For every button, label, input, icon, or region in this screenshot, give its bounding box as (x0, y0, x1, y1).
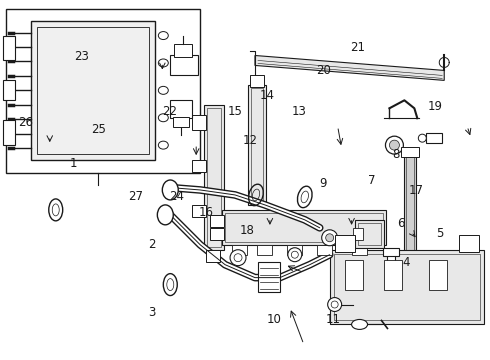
Text: 1: 1 (70, 157, 77, 170)
Bar (250, 75, 264, 87)
Text: 24: 24 (169, 190, 184, 203)
Ellipse shape (230, 250, 246, 266)
Ellipse shape (158, 114, 168, 122)
Bar (251, 88, 263, 202)
Text: 18: 18 (240, 224, 255, 237)
Bar (192, 115, 206, 130)
Bar (31, 21, 155, 160)
Bar (210, 215, 224, 227)
Ellipse shape (331, 301, 338, 308)
Bar (352, 245, 367, 255)
Ellipse shape (288, 248, 302, 262)
Text: 8: 8 (392, 148, 400, 161)
Ellipse shape (157, 205, 173, 225)
Text: 14: 14 (260, 89, 274, 102)
Text: 3: 3 (148, 306, 156, 319)
Bar (429, 260, 447, 289)
Text: 13: 13 (291, 105, 306, 118)
Ellipse shape (386, 136, 403, 154)
Bar (257, 245, 272, 255)
Text: 2: 2 (148, 238, 156, 251)
Text: 16: 16 (198, 206, 214, 219)
Bar (335, 235, 355, 252)
Bar (192, 160, 206, 172)
Ellipse shape (234, 254, 242, 262)
Text: 4: 4 (402, 256, 410, 269)
Bar (171, 55, 198, 75)
Text: 27: 27 (128, 190, 143, 203)
Bar (192, 205, 206, 217)
Bar (358, 223, 382, 245)
Bar (174, 44, 192, 58)
Ellipse shape (326, 234, 334, 242)
Bar (206, 250, 220, 262)
Bar (171, 100, 192, 118)
Bar (401, 147, 419, 157)
Text: 5: 5 (437, 227, 444, 240)
Text: 19: 19 (428, 100, 443, 113)
Bar (330, 250, 484, 324)
Bar (258, 262, 280, 292)
Ellipse shape (390, 140, 399, 150)
Bar (222, 210, 387, 245)
Bar (344, 260, 363, 289)
Ellipse shape (418, 134, 426, 142)
Bar (232, 245, 247, 255)
Ellipse shape (162, 180, 178, 200)
Bar (3, 80, 15, 100)
Text: 21: 21 (350, 41, 365, 54)
Text: 22: 22 (162, 105, 177, 118)
Bar (6, 9, 200, 173)
Bar (173, 117, 189, 127)
Text: 25: 25 (91, 123, 106, 136)
Bar (287, 245, 302, 255)
Ellipse shape (158, 59, 168, 67)
Bar (225, 213, 384, 242)
Ellipse shape (352, 319, 368, 329)
Bar (317, 245, 332, 255)
Text: 9: 9 (319, 177, 327, 190)
Ellipse shape (158, 32, 168, 40)
Text: 7: 7 (368, 174, 376, 186)
Ellipse shape (158, 86, 168, 94)
Text: 26: 26 (18, 116, 33, 129)
Text: 12: 12 (243, 134, 257, 147)
Bar (3, 36, 15, 60)
Text: 23: 23 (74, 50, 89, 63)
Bar (353, 228, 363, 240)
Bar (248, 85, 266, 205)
Bar (459, 235, 479, 252)
Polygon shape (255, 55, 444, 80)
Bar (388, 250, 395, 270)
Ellipse shape (322, 230, 338, 246)
Bar (406, 157, 415, 263)
Ellipse shape (158, 141, 168, 149)
Bar (204, 105, 224, 250)
Text: 20: 20 (316, 64, 331, 77)
Bar (355, 220, 385, 248)
Bar (334, 254, 480, 320)
Bar (426, 133, 442, 143)
Bar (385, 260, 402, 289)
Bar (404, 155, 416, 265)
Bar (207, 108, 221, 247)
Text: 11: 11 (325, 313, 341, 327)
Text: 10: 10 (267, 313, 282, 327)
Ellipse shape (328, 298, 342, 311)
Text: 15: 15 (228, 105, 243, 118)
Text: 6: 6 (397, 216, 405, 230)
Ellipse shape (292, 251, 298, 258)
Bar (37, 27, 149, 154)
Bar (3, 120, 15, 145)
Bar (210, 228, 224, 240)
Bar (384, 248, 399, 256)
Text: 17: 17 (408, 184, 423, 197)
